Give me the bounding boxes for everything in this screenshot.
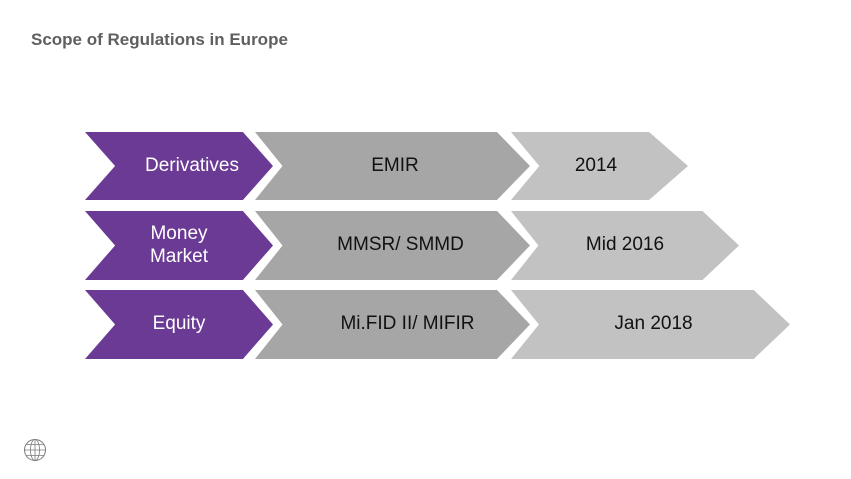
date-chevron-jan-2018: Jan 2018 (511, 290, 790, 359)
category-chevron-equity: Equity (85, 290, 273, 359)
regulation-label: EMIR (371, 154, 419, 176)
category-label: Money Market (149, 222, 209, 267)
date-chevron-mid-2016: Mid 2016 (511, 211, 739, 280)
regulation-label: Mi.FID II/ MIFIR (340, 313, 475, 335)
regulation-chevron-mmsr-smmd: MMSR/ SMMD (255, 211, 530, 280)
regulation-chevron-emir: EMIR (255, 132, 530, 200)
date-label: 2014 (574, 154, 618, 176)
swift-globe-icon-svg (24, 439, 46, 461)
regulation-label: MMSR/ SMMD (337, 234, 464, 256)
regulation-chevron-mifid-mifir: Mi.FID II/ MIFIR (255, 290, 530, 359)
category-chevron-money-market: Money Market (85, 211, 273, 280)
date-label: Jan 2018 (614, 313, 693, 335)
date-label: Mid 2016 (585, 234, 665, 256)
page-title: Scope of Regulations in Europe (31, 30, 288, 49)
date-chevron-2014: 2014 (511, 132, 688, 200)
swift-globe-icon (23, 438, 47, 462)
category-chevron-derivatives: Derivatives (85, 132, 273, 200)
category-label: Derivatives (145, 154, 239, 176)
category-label: Equity (152, 313, 206, 335)
